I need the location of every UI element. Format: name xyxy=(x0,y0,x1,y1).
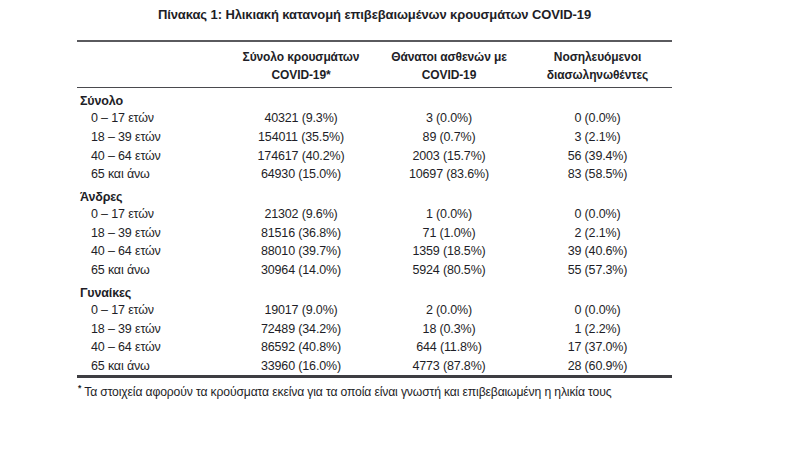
col-header-cases-line2: COVID-19* xyxy=(227,66,375,84)
age-label: 65 και άνω xyxy=(77,359,227,373)
table-row: 0 – 17 ετών 40321 (9.3%) 3 (0.0%) 0 (0.0… xyxy=(77,109,672,128)
table-row: 18 – 39 ετών 72489 (34.2%) 18 (0.3%) 1 (… xyxy=(77,319,672,338)
table-row: 65 και άνω 33960 (16.0%) 4773 (87.8%) 28… xyxy=(77,357,672,376)
section-label: Σύνολο xyxy=(77,94,672,109)
age-label: 65 και άνω xyxy=(77,167,227,181)
intubated-value: 56 (39.4%) xyxy=(523,149,672,163)
section-label: Γυναίκες xyxy=(77,286,672,301)
age-label: 40 – 64 ετών xyxy=(77,340,227,354)
cases-value: 88010 (39.7%) xyxy=(227,244,375,258)
col-header-intubated-line2: διασωληνωθέντες xyxy=(523,66,672,84)
intubated-value: 0 (0.0%) xyxy=(523,207,672,221)
intubated-value: 0 (0.0%) xyxy=(523,303,672,317)
age-label: 18 – 39 ετών xyxy=(77,322,227,336)
deaths-value: 71 (1.0%) xyxy=(375,226,523,240)
age-label: 40 – 64 ετών xyxy=(77,244,227,258)
table-row: 40 – 64 ετών 88010 (39.7%) 1359 (18.5%) … xyxy=(77,242,672,261)
table-title: Πίνακας 1: Ηλικιακή κατανομή επιβεβαιωμέ… xyxy=(77,7,672,23)
cases-value: 81516 (36.8%) xyxy=(227,226,375,240)
deaths-value: 89 (0.7%) xyxy=(375,130,523,144)
col-header-deaths: Θάνατοι ασθενών με COVID-19 xyxy=(375,48,523,84)
age-label: 18 – 39 ετών xyxy=(77,226,227,240)
col-header-intubated: Νοσηλευόμενοι διασωληνωθέντες xyxy=(523,48,672,84)
intubated-value: 17 (37.0%) xyxy=(523,340,672,354)
col-header-cases-line1: Σύνολο κρουσμάτων xyxy=(227,48,375,66)
table-row: 65 και άνω 64930 (15.0%) 10697 (83.6%) 8… xyxy=(77,165,672,184)
cases-value: 40321 (9.3%) xyxy=(227,111,375,125)
section-label: Άνδρες xyxy=(77,190,672,205)
col-header-deaths-line1: Θάνατοι ασθενών με xyxy=(375,48,523,66)
footnote: *Τα στοιχεία αφορούν τα κρούσματα εκείνα… xyxy=(77,383,672,399)
age-label: 18 – 39 ετών xyxy=(77,130,227,144)
col-header-cases: Σύνολο κρουσμάτων COVID-19* xyxy=(227,48,375,84)
table-row: 65 και άνω 30964 (14.0%) 5924 (80.5%) 55… xyxy=(77,261,672,280)
age-label: 65 και άνω xyxy=(77,263,227,277)
table-row: 0 – 17 ετών 19017 (9.0%) 2 (0.0%) 0 (0.0… xyxy=(77,301,672,320)
cases-value: 174617 (40.2%) xyxy=(227,149,375,163)
deaths-value: 644 (11.8%) xyxy=(375,340,523,354)
table-row: 40 – 64 ετών 174617 (40.2%) 2003 (15.7%)… xyxy=(77,146,672,165)
deaths-value: 5924 (80.5%) xyxy=(375,263,523,277)
cases-value: 30964 (14.0%) xyxy=(227,263,375,277)
intubated-value: 1 (2.2%) xyxy=(523,322,672,336)
deaths-value: 2 (0.0%) xyxy=(375,303,523,317)
age-label: 0 – 17 ετών xyxy=(77,207,227,221)
cases-value: 19017 (9.0%) xyxy=(227,303,375,317)
col-header-empty xyxy=(77,48,227,84)
table-row: 40 – 64 ετών 86592 (40.8%) 644 (11.8%) 1… xyxy=(77,338,672,357)
cases-value: 154011 (35.5%) xyxy=(227,130,375,144)
footnote-text: Τα στοιχεία αφορούν τα κρούσματα εκείνα … xyxy=(84,385,611,399)
intubated-value: 28 (60.9%) xyxy=(523,359,672,373)
deaths-value: 2003 (15.7%) xyxy=(375,149,523,163)
cases-value: 21302 (9.6%) xyxy=(227,207,375,221)
deaths-value: 10697 (83.6%) xyxy=(375,167,523,181)
covid-age-table: Σύνολο κρουσμάτων COVID-19* Θάνατοι ασθε… xyxy=(77,40,672,378)
table-row: 0 – 17 ετών 21302 (9.6%) 1 (0.0%) 0 (0.0… xyxy=(77,205,672,224)
cases-value: 64930 (15.0%) xyxy=(227,167,375,181)
cases-value: 33960 (16.0%) xyxy=(227,359,375,373)
footnote-marker: * xyxy=(78,383,81,393)
intubated-value: 0 (0.0%) xyxy=(523,111,672,125)
intubated-value: 3 (2.1%) xyxy=(523,130,672,144)
deaths-value: 4773 (87.8%) xyxy=(375,359,523,373)
deaths-value: 3 (0.0%) xyxy=(375,111,523,125)
intubated-value: 39 (40.6%) xyxy=(523,244,672,258)
col-header-intubated-line1: Νοσηλευόμενοι xyxy=(523,48,672,66)
age-label: 0 – 17 ετών xyxy=(77,303,227,317)
deaths-value: 18 (0.3%) xyxy=(375,322,523,336)
section-row-total: Σύνολο xyxy=(77,88,672,109)
table-block: Πίνακας 1: Ηλικιακή κατανομή επιβεβαιωμέ… xyxy=(77,7,672,399)
intubated-value: 83 (58.5%) xyxy=(523,167,672,181)
deaths-value: 1 (0.0%) xyxy=(375,207,523,221)
section-row-women: Γυναίκες xyxy=(77,280,672,301)
table-body: Σύνολο 0 – 17 ετών 40321 (9.3%) 3 (0.0%)… xyxy=(77,88,672,375)
table-header-row: Σύνολο κρουσμάτων COVID-19* Θάνατοι ασθε… xyxy=(77,42,672,88)
intubated-value: 55 (57.3%) xyxy=(523,263,672,277)
intubated-value: 2 (2.1%) xyxy=(523,226,672,240)
table-row: 18 – 39 ετών 154011 (35.5%) 89 (0.7%) 3 … xyxy=(77,128,672,147)
table-row: 18 – 39 ετών 81516 (36.8%) 71 (1.0%) 2 (… xyxy=(77,223,672,242)
deaths-value: 1359 (18.5%) xyxy=(375,244,523,258)
cases-value: 86592 (40.8%) xyxy=(227,340,375,354)
col-header-deaths-line2: COVID-19 xyxy=(375,66,523,84)
cases-value: 72489 (34.2%) xyxy=(227,322,375,336)
report-page: Πίνακας 1: Ηλικιακή κατανομή επιβεβαιωμέ… xyxy=(0,0,788,452)
age-label: 0 – 17 ετών xyxy=(77,111,227,125)
section-row-men: Άνδρες xyxy=(77,184,672,205)
age-label: 40 – 64 ετών xyxy=(77,149,227,163)
